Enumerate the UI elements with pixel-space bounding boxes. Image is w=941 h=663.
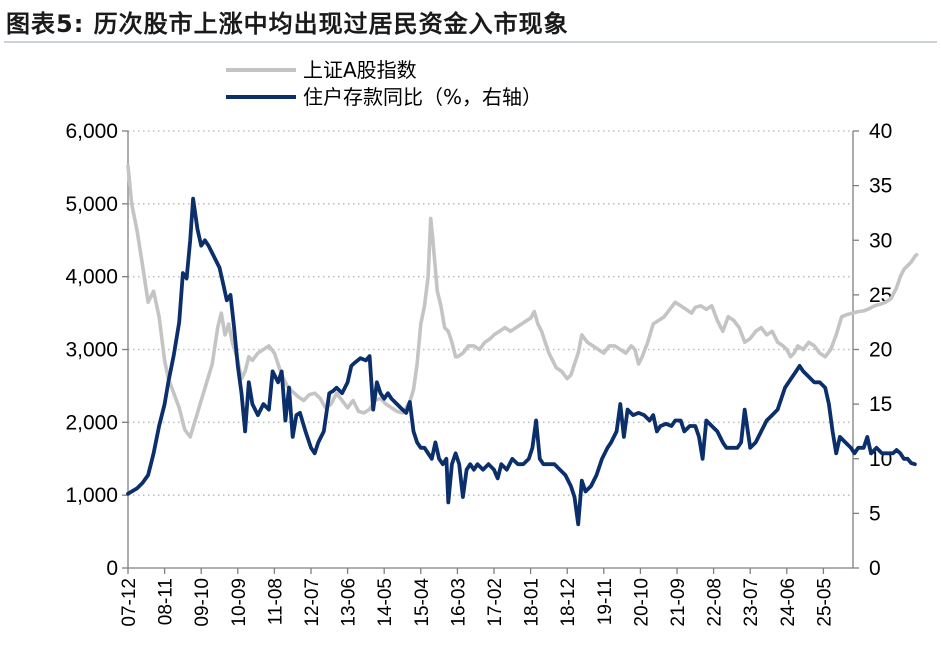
- x-tick-label: 07-12: [119, 578, 140, 627]
- x-tick-label: 25-05: [814, 578, 835, 627]
- x-tick-label: 11-08: [265, 578, 286, 625]
- x-tick-label: 09-10: [192, 578, 213, 627]
- series-line-deposit: [126, 196, 917, 527]
- x-tick-label: 22-08: [705, 578, 726, 627]
- left-tick-label: 6,000: [65, 120, 118, 143]
- legend-label: 上证A股指数: [303, 58, 417, 82]
- left-axis-labels: 0 1,000 2,000 3,000 4,000 5,000 6,000: [65, 120, 118, 580]
- x-tick-label: 20-10: [631, 578, 652, 627]
- left-tick-label: 5,000: [65, 193, 118, 216]
- x-tick-label: 21-09: [668, 578, 689, 627]
- x-tick-label: 15-04: [412, 578, 433, 627]
- x-tick-label: 18-01: [522, 578, 543, 627]
- x-tick-label: 10-09: [229, 578, 250, 627]
- right-tick-label: 40: [869, 120, 892, 143]
- legend-label: 住户存款同比（%，右轴）: [303, 85, 542, 109]
- right-tick-label: 30: [869, 229, 892, 252]
- left-tick-label: 4,000: [65, 266, 118, 289]
- x-tick-label: 23-07: [741, 578, 762, 627]
- right-tick-label: 0: [869, 557, 881, 580]
- left-tick-label: 3,000: [65, 339, 118, 362]
- left-tick-label: 1,000: [65, 484, 118, 507]
- x-tick-label: 08-11: [156, 578, 177, 625]
- series-line-index: [126, 164, 919, 439]
- x-tick-label: 13-06: [339, 578, 360, 627]
- grid: [128, 130, 853, 496]
- left-tick-label: 2,000: [65, 411, 118, 434]
- x-tick-label: 16-03: [448, 578, 469, 627]
- x-tick-label: 24-06: [778, 578, 799, 627]
- figure-title: 图表5: 历次股市上涨中均出现过居民资金入市现象: [6, 10, 569, 38]
- x-tick-label: 12-07: [302, 578, 323, 627]
- x-tick-label: 17-02: [485, 578, 506, 627]
- right-tick-label: 15: [869, 393, 892, 416]
- axes: [122, 130, 859, 574]
- left-tick-label: 0: [106, 557, 118, 580]
- right-tick-label: 5: [869, 502, 881, 525]
- x-tick-label: 18-12: [558, 578, 579, 627]
- series-lines: [126, 164, 919, 527]
- x-axis-labels: 07-12 08-11 09-10 10-09 11-08 12-07 13-06 14-05…: [119, 578, 835, 627]
- x-tick-label: 14-05: [375, 578, 396, 627]
- right-tick-label: 20: [869, 339, 892, 362]
- right-tick-label: 35: [869, 175, 892, 198]
- x-tick-label: 19-11: [595, 578, 616, 625]
